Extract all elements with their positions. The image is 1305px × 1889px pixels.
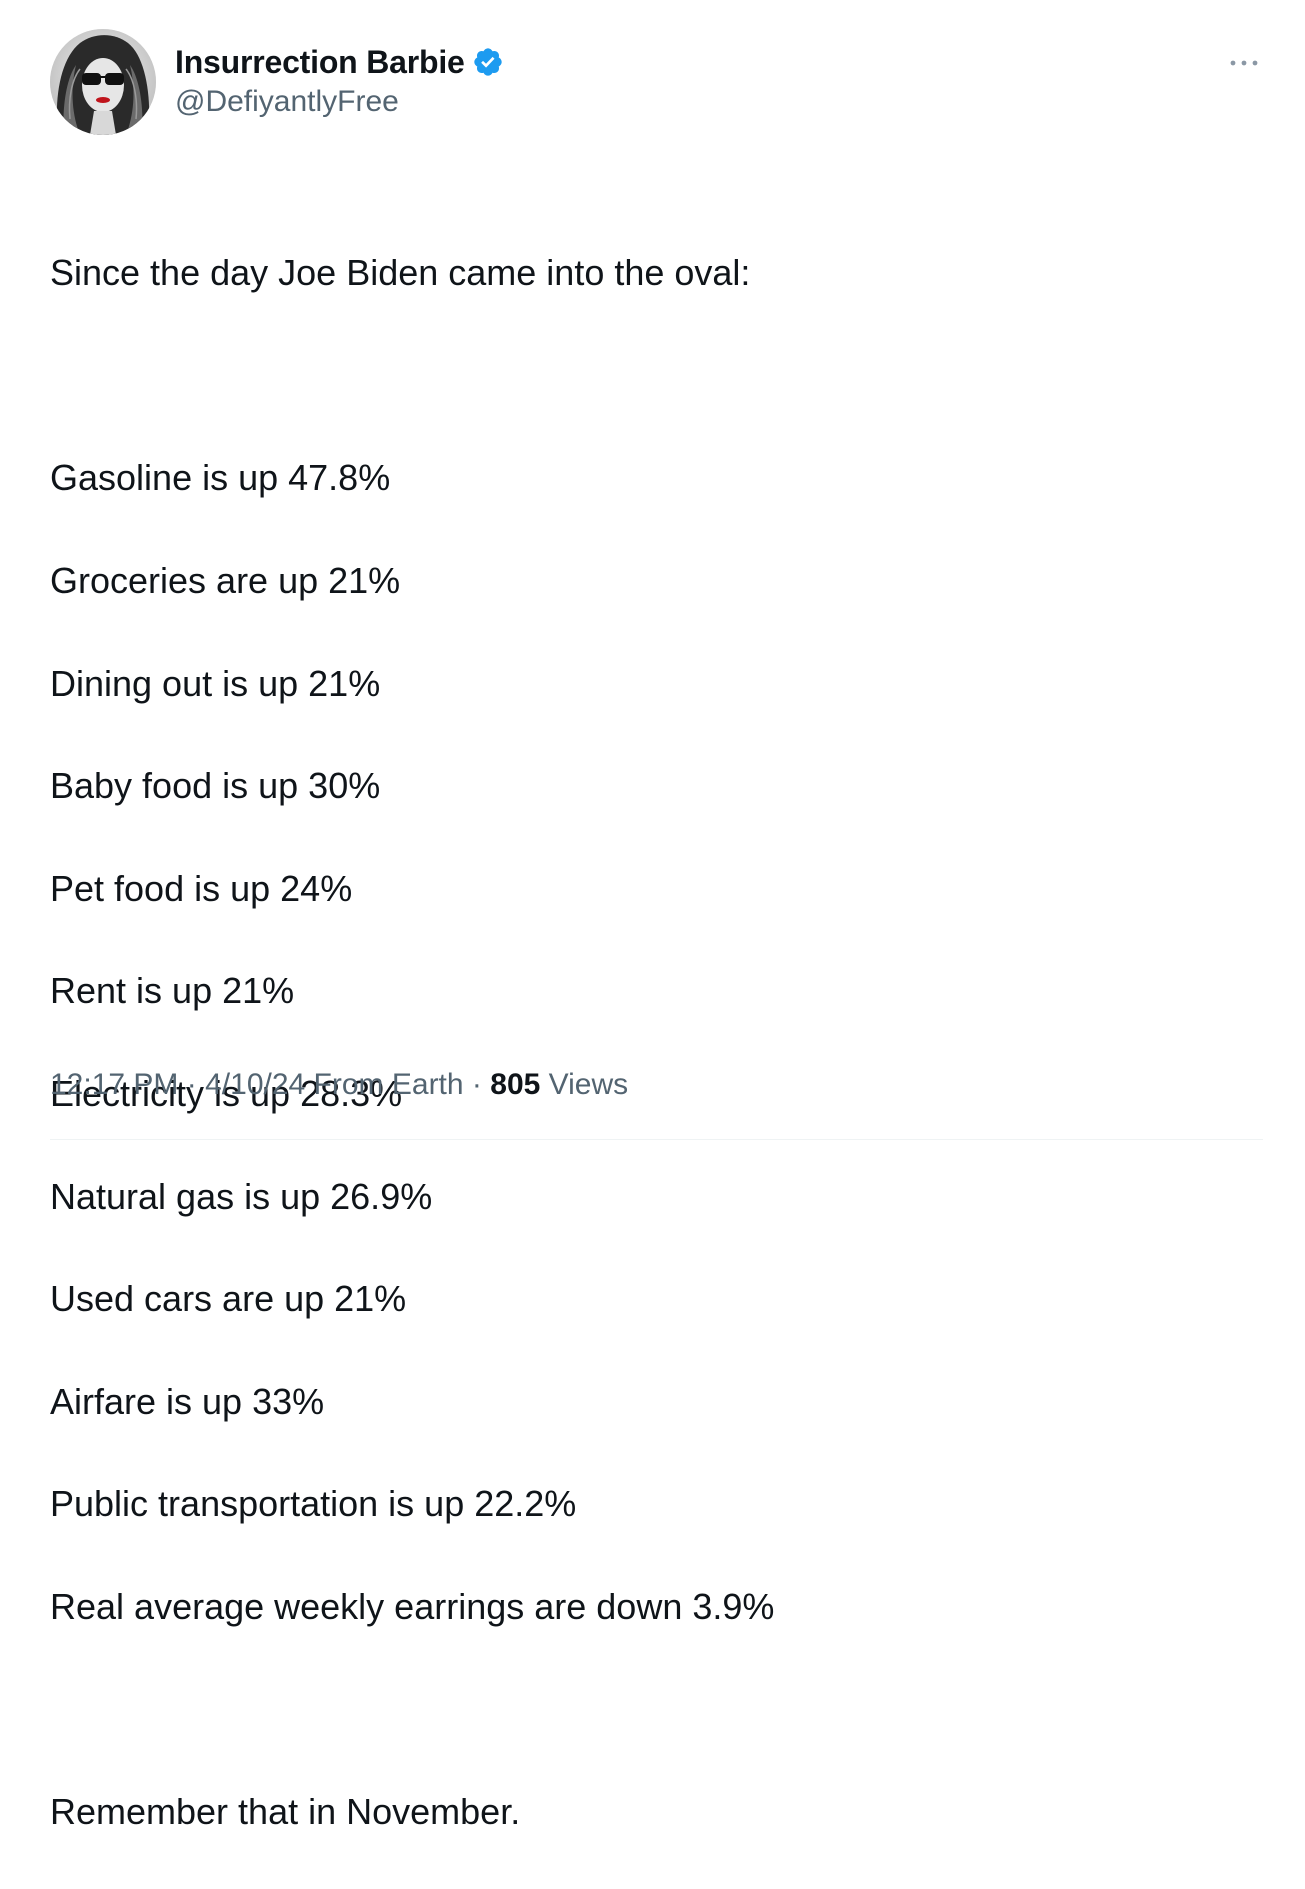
more-options-button[interactable] [1226,52,1262,74]
tweet-intro: Since the day Joe Biden came into the ov… [50,252,751,294]
tweet-source: From Earth [313,1068,464,1101]
tweet-line: Baby food is up 30% [50,765,381,807]
views-label: Views [548,1068,629,1101]
avatar[interactable] [50,29,156,135]
blank-line [50,350,1250,401]
verified-badge-icon[interactable] [472,46,504,78]
tweet-line: Airfare is up 33% [50,1380,325,1422]
author-block: Insurrection Barbie @DefiyantlyFree [175,40,504,119]
tweet-time[interactable]: 12:17 PM [50,1068,179,1101]
tweet-text: Since the day Joe Biden came into the ov… [50,196,1250,1889]
tweet-closing: Remember that in November. [50,1791,521,1833]
tweet-line: Public transportation is up 22.2% [50,1483,577,1525]
avatar-portrait-icon [50,29,156,135]
views-count[interactable]: 805 [490,1068,541,1101]
tweet-line: Natural gas is up 26.9% [50,1175,433,1217]
handle[interactable]: @DefiyantlyFree [175,85,399,118]
tweet-line: Pet food is up 24% [50,867,353,909]
divider [50,1139,1263,1140]
tweet-line: Gasoline is up 47.8% [50,457,391,499]
meta-separator: · [471,1068,482,1101]
tweet-line: Groceries are up 21% [50,560,401,602]
name-row: Insurrection Barbie [175,40,504,84]
ellipsis-icon [1230,60,1258,66]
tweet-line: Used cars are up 21% [50,1278,407,1320]
display-name[interactable]: Insurrection Barbie [175,43,465,80]
tweet-meta: 12:17 PM · 4/10/24 From Earth · 805 View… [50,1068,628,1102]
blank-line [50,1684,1250,1735]
tweet-date[interactable]: 4/10/24 [205,1068,306,1101]
tweet-line: Electricity is up 28.3% [50,1073,403,1115]
tweet: Insurrection Barbie @DefiyantlyFree Sinc… [50,29,1263,1832]
tweet-line: Dining out is up 21% [50,662,381,704]
tweet-line: Real average weekly earrings are down 3.… [50,1586,775,1628]
tweet-line: Rent is up 21% [50,970,295,1012]
meta-separator: · [186,1068,197,1101]
